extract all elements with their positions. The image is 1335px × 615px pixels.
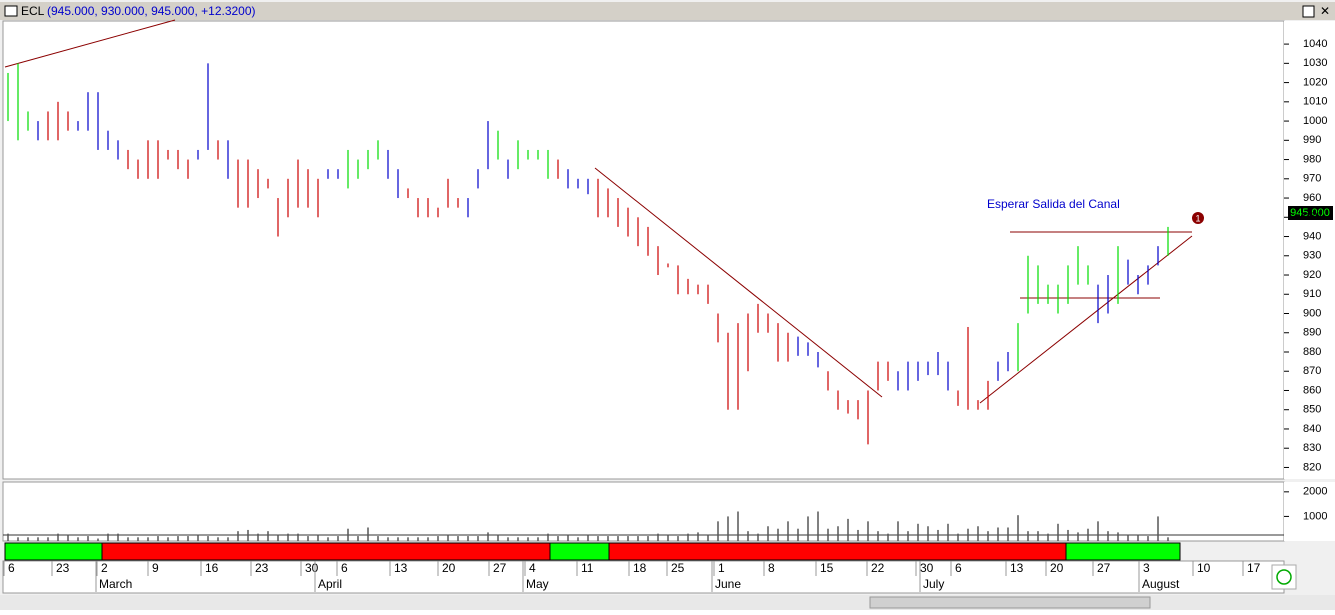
day-label: 20 — [1050, 561, 1064, 575]
day-label: 30 — [305, 561, 319, 575]
date-axis — [2, 560, 1285, 594]
day-label: 6 — [8, 561, 15, 575]
y-tick-label: 960 — [1303, 192, 1321, 204]
y-tick-label: 970 — [1303, 173, 1321, 185]
day-label: 16 — [205, 561, 219, 575]
signal-up — [4, 542, 103, 561]
day-label: 27 — [1097, 561, 1111, 575]
day-label: 9 — [152, 561, 159, 575]
trend-lines — [4, 19, 1193, 404]
day-label: 2 — [101, 561, 108, 575]
smiley-button[interactable] — [1271, 564, 1297, 590]
title-bar — [0, 2, 1335, 20]
day-label: 23 — [255, 561, 269, 575]
close-button[interactable]: ✕ — [1320, 4, 1330, 18]
day-label: 18 — [633, 561, 647, 575]
y-tick-label: 980 — [1303, 153, 1321, 165]
month-label: August — [1142, 577, 1180, 591]
day-label: 25 — [671, 561, 685, 575]
day-label: 11 — [581, 561, 594, 575]
symbol: ECL — [21, 4, 45, 18]
volume-axis — [1284, 482, 1335, 541]
price-panel — [2, 20, 1285, 480]
signal-strip — [4, 542, 1181, 561]
day-label: 10 — [1197, 561, 1211, 575]
y-tick-label: 850 — [1303, 404, 1321, 416]
y-tick-label: 900 — [1303, 307, 1321, 319]
smiley-icon — [1276, 569, 1292, 585]
day-label: 6 — [341, 561, 348, 575]
day-label: 8 — [768, 561, 775, 575]
maximize-button[interactable] — [1302, 5, 1315, 18]
y-tick-label: 910 — [1303, 288, 1321, 300]
day-label: 4 — [529, 561, 536, 575]
y-tick-label: 950 — [1303, 211, 1321, 223]
day-label: 15 — [820, 561, 834, 575]
signal-up — [549, 542, 610, 561]
month-label: June — [715, 577, 741, 591]
day-label: 30 — [920, 561, 934, 575]
month-label: March — [99, 577, 132, 591]
y-tick-label: 880 — [1303, 346, 1321, 358]
day-label: 22 — [871, 561, 885, 575]
y-tick-label: 870 — [1303, 365, 1321, 377]
price-axis — [1284, 21, 1335, 479]
signal-up — [1065, 542, 1181, 561]
month-label: July — [923, 577, 944, 591]
trend-line — [979, 235, 1193, 404]
quote: (945.000, 930.000, 945.000, +12.3200) — [47, 4, 256, 18]
y-tick-label: 990 — [1303, 134, 1321, 146]
day-label: 20 — [442, 561, 456, 575]
day-label: 13 — [394, 561, 408, 575]
y-tick-label: 1040 — [1303, 38, 1327, 50]
window-icon — [4, 5, 18, 17]
day-label: 3 — [1143, 561, 1150, 575]
y-tick-label: 1030 — [1303, 57, 1327, 69]
y-tick-label: 860 — [1303, 384, 1321, 396]
y-tick-label: 820 — [1303, 461, 1321, 473]
y-tick-label: 1010 — [1303, 96, 1327, 108]
trend-line — [594, 167, 883, 398]
y-tick-label: 920 — [1303, 269, 1321, 281]
y-tick-label: 1020 — [1303, 76, 1327, 88]
day-label: 1 — [718, 561, 725, 575]
day-label: 6 — [955, 561, 962, 575]
signal-down — [101, 542, 551, 561]
annotation: Esperar Salida del Canal — [987, 197, 1120, 211]
month-label: April — [318, 577, 342, 591]
y-tick-label: 930 — [1303, 250, 1321, 262]
alert-number: 1 — [1195, 213, 1200, 223]
day-label: 23 — [56, 561, 70, 575]
y-tick-label: 940 — [1303, 230, 1321, 242]
day-label: 17 — [1247, 561, 1261, 575]
y-tick-label: 1000 — [1303, 510, 1327, 522]
day-label: 13 — [1010, 561, 1024, 575]
y-tick-label: 2000 — [1303, 486, 1327, 498]
signal-down — [608, 542, 1067, 561]
y-tick-label: 890 — [1303, 327, 1321, 339]
trend-line — [4, 19, 176, 68]
y-tick-label: 840 — [1303, 423, 1321, 435]
scroll-thumb[interactable] — [869, 596, 1151, 609]
y-tick-label: 1000 — [1303, 115, 1327, 127]
month-label: May — [526, 577, 549, 591]
price-tag-label: 945.000 — [1290, 207, 1330, 219]
alert-marker[interactable] — [1192, 212, 1204, 224]
y-tick-label: 830 — [1303, 442, 1321, 454]
day-label: 27 — [493, 561, 507, 575]
price-tag — [1288, 206, 1333, 220]
volume-panel — [2, 481, 1285, 542]
